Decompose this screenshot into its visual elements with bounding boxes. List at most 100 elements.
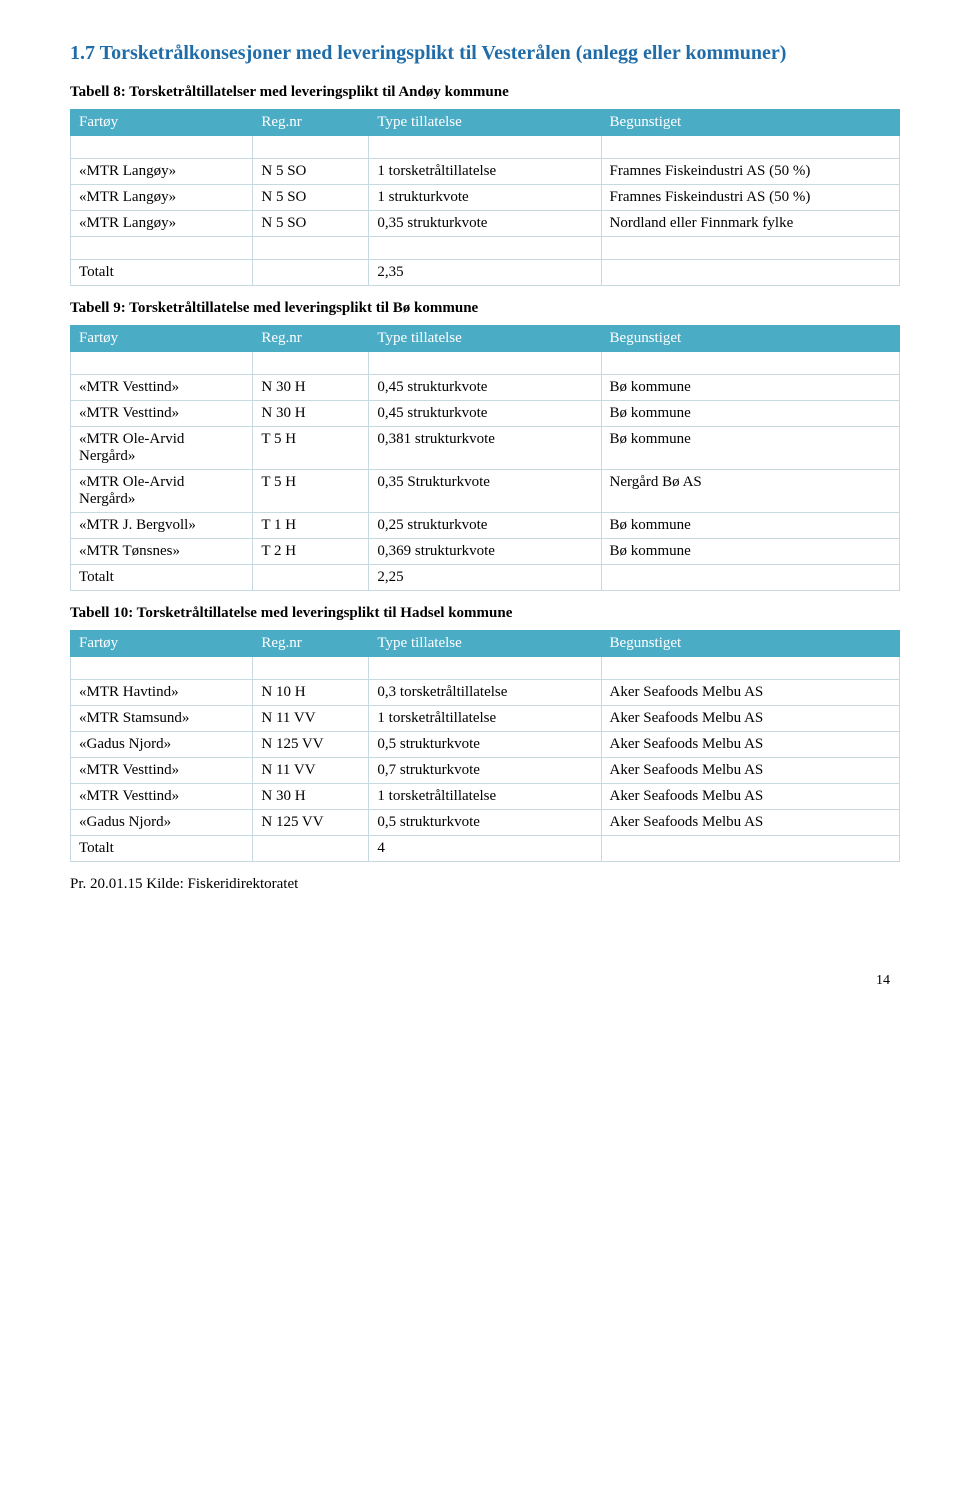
cell: Bø kommune xyxy=(601,401,899,427)
cell: 1 strukturkvote xyxy=(369,185,601,211)
cell: 0,25 strukturkvote xyxy=(369,513,601,539)
table-row: «MTR Langøy» N 5 SO 1 strukturkvote Fram… xyxy=(71,185,900,211)
cell: Aker Seafoods Melbu AS xyxy=(601,758,899,784)
cell: N 5 SO xyxy=(253,159,369,185)
cell: N 125 VV xyxy=(253,732,369,758)
col-header: Type tillatelse xyxy=(369,326,601,352)
table-row: «MTR J. Bergvoll» T 1 H 0,25 strukturkvo… xyxy=(71,513,900,539)
section-title: 1.7 Torsketrålkonsesjoner med leveringsp… xyxy=(70,40,900,66)
cell: 0,35 Strukturkvote xyxy=(369,470,601,513)
cell: N 5 SO xyxy=(253,211,369,237)
cell: «Gadus Njord» xyxy=(71,810,253,836)
cell: Nordland eller Finnmark fylke xyxy=(601,211,899,237)
cell: «MTR Stamsund» xyxy=(71,706,253,732)
cell: Totalt xyxy=(71,565,253,591)
table-row: «Gadus Njord» N 125 VV 0,5 strukturkvote… xyxy=(71,810,900,836)
table10: Fartøy Reg.nr Type tillatelse Begunstige… xyxy=(70,630,900,862)
cell: Bø kommune xyxy=(601,539,899,565)
cell xyxy=(601,836,899,862)
cell: «MTR Vesttind» xyxy=(71,401,253,427)
cell: N 30 H xyxy=(253,401,369,427)
table-header-row: Fartøy Reg.nr Type tillatelse Begunstige… xyxy=(71,110,900,136)
col-header: Begunstiget xyxy=(601,110,899,136)
cell: N 30 H xyxy=(253,375,369,401)
table8: Fartøy Reg.nr Type tillatelse Begunstige… xyxy=(70,109,900,286)
cell: 0,45 strukturkvote xyxy=(369,401,601,427)
cell: Aker Seafoods Melbu AS xyxy=(601,810,899,836)
table8-caption: Tabell 8: Torsketråltillatelser med leve… xyxy=(70,84,900,101)
table-row: «MTR Vesttind» N 30 H 0,45 strukturkvote… xyxy=(71,401,900,427)
cell: 1 torsketråltillatelse xyxy=(369,706,601,732)
cell: Aker Seafoods Melbu AS xyxy=(601,680,899,706)
col-header: Fartøy xyxy=(71,631,253,657)
cell: Bø kommune xyxy=(601,375,899,401)
cell: N 125 VV xyxy=(253,810,369,836)
cell: Framnes Fiskeindustri AS (50 %) xyxy=(601,159,899,185)
cell: N 10 H xyxy=(253,680,369,706)
cell: «MTR Langøy» xyxy=(71,159,253,185)
cell: Totalt xyxy=(71,836,253,862)
table10-caption: Tabell 10: Torsketråltillatelse med leve… xyxy=(70,605,900,622)
table9: Fartøy Reg.nr Type tillatelse Begunstige… xyxy=(70,325,900,591)
cell: «MTR Vesttind» xyxy=(71,758,253,784)
section-number: 1.7 xyxy=(70,42,95,64)
table-row: «MTR Ole-Arvid Nergård» T 5 H 0,35 Struk… xyxy=(71,470,900,513)
cell: 1 torsketråltillatelse xyxy=(369,159,601,185)
table-row: «MTR Stamsund» N 11 VV 1 torsketråltilla… xyxy=(71,706,900,732)
cell: T 2 H xyxy=(253,539,369,565)
cell: Aker Seafoods Melbu AS xyxy=(601,732,899,758)
table-row: «MTR Vesttind» N 30 H 0,45 strukturkvote… xyxy=(71,375,900,401)
cell: «MTR Langøy» xyxy=(71,211,253,237)
cell: N 11 VV xyxy=(253,758,369,784)
col-header: Fartøy xyxy=(71,326,253,352)
table-row: «Gadus Njord» N 125 VV 0,5 strukturkvote… xyxy=(71,732,900,758)
cell: 2,35 xyxy=(369,260,601,286)
cell: 0,7 strukturkvote xyxy=(369,758,601,784)
col-header: Reg.nr xyxy=(253,326,369,352)
table-header-row: Fartøy Reg.nr Type tillatelse Begunstige… xyxy=(71,631,900,657)
cell: Framnes Fiskeindustri AS (50 %) xyxy=(601,185,899,211)
table-row: «MTR Tønsnes» T 2 H 0,369 strukturkvote … xyxy=(71,539,900,565)
table-total-row: Totalt 2,35 xyxy=(71,260,900,286)
cell: 0,35 strukturkvote xyxy=(369,211,601,237)
col-header: Reg.nr xyxy=(253,631,369,657)
table-row: «MTR Vesttind» N 11 VV 0,7 strukturkvote… xyxy=(71,758,900,784)
cell xyxy=(601,260,899,286)
col-header: Type tillatelse xyxy=(369,631,601,657)
col-header: Begunstiget xyxy=(601,631,899,657)
table-total-row: Totalt 4 xyxy=(71,836,900,862)
table-row: «MTR Vesttind» N 30 H 1 torsketråltillat… xyxy=(71,784,900,810)
cell: «MTR Langøy» xyxy=(71,185,253,211)
cell: T 5 H xyxy=(253,427,369,470)
cell xyxy=(253,836,369,862)
cell: 2,25 xyxy=(369,565,601,591)
cell: Bø kommune xyxy=(601,427,899,470)
cell: 4 xyxy=(369,836,601,862)
cell: 0,45 strukturkvote xyxy=(369,375,601,401)
cell: 0,369 strukturkvote xyxy=(369,539,601,565)
table-row: «MTR Langøy» N 5 SO 1 torsketråltillatel… xyxy=(71,159,900,185)
page-number: 14 xyxy=(70,973,900,989)
spacer-row xyxy=(71,352,900,375)
source-line: Pr. 20.01.15 Kilde: Fiskeridirektoratet xyxy=(70,876,900,893)
col-header: Type tillatelse xyxy=(369,110,601,136)
cell: «MTR J. Bergvoll» xyxy=(71,513,253,539)
col-header: Fartøy xyxy=(71,110,253,136)
cell: Aker Seafoods Melbu AS xyxy=(601,706,899,732)
cell: N 30 H xyxy=(253,784,369,810)
cell xyxy=(601,565,899,591)
cell: N 11 VV xyxy=(253,706,369,732)
cell: 0,3 torsketråltillatelse xyxy=(369,680,601,706)
table-row: «MTR Ole-Arvid Nergård» T 5 H 0,381 stru… xyxy=(71,427,900,470)
col-header: Begunstiget xyxy=(601,326,899,352)
cell: N 5 SO xyxy=(253,185,369,211)
table-header-row: Fartøy Reg.nr Type tillatelse Begunstige… xyxy=(71,326,900,352)
table-total-row: Totalt 2,25 xyxy=(71,565,900,591)
spacer-row xyxy=(71,657,900,680)
cell: T 1 H xyxy=(253,513,369,539)
cell: Totalt xyxy=(71,260,253,286)
cell: «Gadus Njord» xyxy=(71,732,253,758)
cell: 0,5 strukturkvote xyxy=(369,732,601,758)
cell: 1 torsketråltillatelse xyxy=(369,784,601,810)
table9-caption: Tabell 9: Torsketråltillatelse med lever… xyxy=(70,300,900,317)
